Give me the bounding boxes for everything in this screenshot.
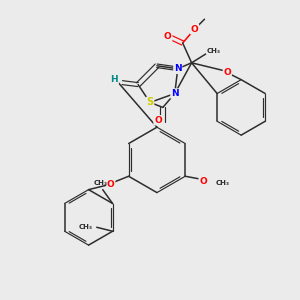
Text: CH₃: CH₃ [94, 180, 108, 186]
Text: N: N [171, 89, 178, 98]
Text: O: O [154, 116, 162, 125]
Text: CH₃: CH₃ [206, 48, 220, 54]
Text: CH₃: CH₃ [79, 224, 93, 230]
Text: S: S [146, 98, 154, 107]
Text: N: N [174, 64, 182, 73]
Text: CH₃: CH₃ [216, 180, 230, 186]
Text: O: O [164, 32, 172, 40]
Text: O: O [107, 180, 115, 189]
Text: H: H [110, 75, 118, 84]
Text: O: O [224, 68, 231, 77]
Text: O: O [199, 177, 207, 186]
Text: O: O [191, 25, 199, 34]
